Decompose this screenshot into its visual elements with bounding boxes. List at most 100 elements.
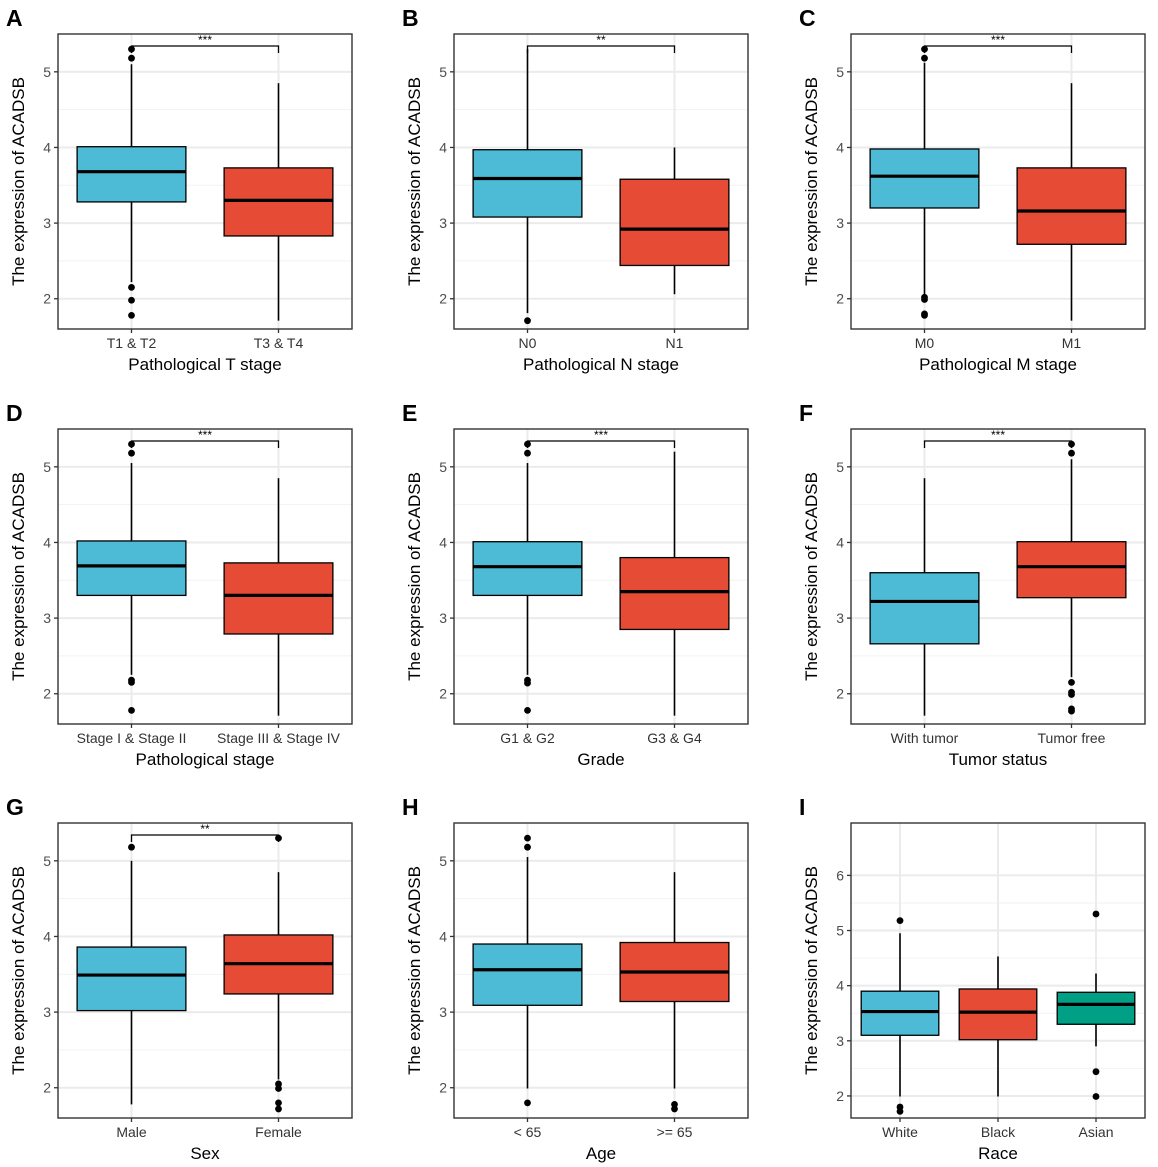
outlier-point [896, 917, 904, 924]
box-black [958, 956, 1038, 1097]
y-tick-label: 2 [836, 1088, 844, 1104]
y-tick-label: 3 [43, 610, 51, 626]
y-tick-label: 2 [43, 686, 51, 702]
panel-a: *** 2 3 4 5 T1 & T2 T3 & T4 Pathological T stag… [6, 5, 353, 374]
box-n0 [472, 49, 583, 325]
panel-f: *** 2 3 4 5 With tumor Tumor free Tumor status T… [799, 400, 1146, 769]
box-n1 [619, 147, 730, 295]
panel-letter: E [402, 400, 417, 426]
outlier-point [1068, 449, 1075, 457]
x-tick-label: Asian [1078, 1124, 1113, 1140]
box-g3-g4 [619, 451, 730, 716]
x-axis-title: Pathological stage [136, 750, 275, 769]
y-tick-label: 3 [836, 1033, 844, 1049]
outlier-point [1068, 678, 1075, 686]
outlier-point [128, 311, 135, 319]
significance-label: ** [596, 33, 606, 47]
y-axis-title: The expression of ACADSB [405, 472, 424, 681]
box-female [223, 834, 334, 1113]
y-tick-label: 4 [439, 534, 447, 550]
panel-d: *** 2 3 4 5 Stage I & Stage II Stage III & Sta… [6, 400, 353, 769]
box-g1-g2 [472, 440, 583, 714]
x-tick-label: T3 & T4 [254, 335, 304, 351]
iqr-box [860, 990, 940, 1036]
significance-bracket [130, 440, 280, 448]
y-tick-label: 2 [43, 291, 51, 307]
panel-letter: I [799, 794, 805, 820]
significance-bracket [923, 440, 1073, 448]
outlier-point [921, 54, 928, 62]
panel-e: *** 2 3 4 5 G1 & G2 G3 & G4 Grade The expression… [402, 400, 749, 769]
iqr-box [619, 178, 730, 267]
box-tumor-free [1016, 440, 1127, 715]
y-tick-label: 5 [439, 853, 447, 869]
outlier-point [921, 296, 928, 303]
y-tick-label: 3 [439, 610, 447, 626]
iqr-box [223, 562, 334, 635]
y-axis-title: The expression of ACADSB [405, 866, 424, 1075]
panel-c: *** 2 3 4 5 M0 M1 Pathological M stage The expre… [799, 5, 1146, 374]
panel-letter: A [6, 5, 23, 31]
panel-letter: G [6, 794, 24, 820]
outlier-point [1092, 910, 1100, 918]
y-axis-title: The expression of ACADSB [9, 77, 28, 286]
box--65 [472, 834, 583, 1107]
outlier-point [128, 283, 135, 291]
y-tick-label: 3 [439, 1004, 447, 1020]
y-tick-label: 3 [439, 215, 447, 231]
y-tick-label: 4 [43, 139, 51, 155]
significance-bracket [923, 45, 1073, 53]
x-tick-label: T1 & T2 [107, 335, 157, 351]
iqr-box [472, 149, 583, 218]
x-axis-title: Race [978, 1144, 1018, 1163]
panel-letter: D [6, 400, 23, 426]
iqr-box [76, 946, 187, 1012]
panel-border [453, 428, 749, 725]
x-tick-label: With tumor [891, 730, 959, 746]
outlier-point [524, 1099, 531, 1107]
y-tick-label: 5 [836, 459, 844, 475]
iqr-box [472, 541, 583, 597]
y-tick-label: 2 [439, 291, 447, 307]
significance-bracket [526, 45, 676, 53]
y-tick-label: 2 [836, 686, 844, 702]
y-axis-title: The expression of ACADSB [802, 77, 821, 286]
y-axis-title: The expression of ACADSB [9, 472, 28, 681]
y-tick-label: 4 [439, 928, 447, 944]
outlier-point [128, 449, 135, 457]
significance-label: *** [198, 428, 212, 442]
panel-border [850, 33, 1146, 330]
panel-letter: C [799, 5, 816, 31]
outlier-point [524, 706, 531, 714]
significance-label: ** [200, 822, 210, 836]
significance-bracket [130, 834, 280, 842]
y-tick-label: 3 [43, 215, 51, 231]
outlier-point [128, 706, 135, 714]
outlier-point [524, 317, 531, 325]
panel-b: ** 2 3 4 5 N0 N1 Pathological N stage The expres… [402, 5, 749, 374]
outlier-point [275, 1099, 282, 1107]
x-tick-label: M0 [915, 335, 935, 351]
y-tick-label: 2 [439, 1080, 447, 1096]
x-axis-title: Pathological M stage [919, 355, 1077, 374]
y-tick-label: 5 [43, 853, 51, 869]
significance-label: *** [991, 428, 1005, 442]
y-tick-label: 5 [439, 459, 447, 475]
y-tick-label: 2 [43, 1080, 51, 1096]
outlier-point [1092, 1093, 1100, 1100]
panel-letter: F [799, 400, 813, 426]
x-tick-label: < 65 [514, 1124, 542, 1140]
x-tick-label: Black [981, 1124, 1016, 1140]
x-axis-title: Pathological T stage [128, 355, 281, 374]
box-t3-t4 [223, 83, 334, 321]
panel-border [57, 33, 353, 330]
panel-h: 2 3 4 5 < 65 >= 65 Age The expression of ACADSB… [402, 794, 749, 1163]
outlier-point [128, 54, 135, 62]
significance-bracket [526, 440, 676, 448]
x-tick-label: >= 65 [657, 1124, 693, 1140]
box--65 [619, 872, 730, 1113]
outlier-point [524, 834, 531, 842]
x-tick-label: N0 [519, 335, 537, 351]
y-tick-label: 4 [836, 978, 844, 994]
outlier-point [896, 1107, 904, 1115]
